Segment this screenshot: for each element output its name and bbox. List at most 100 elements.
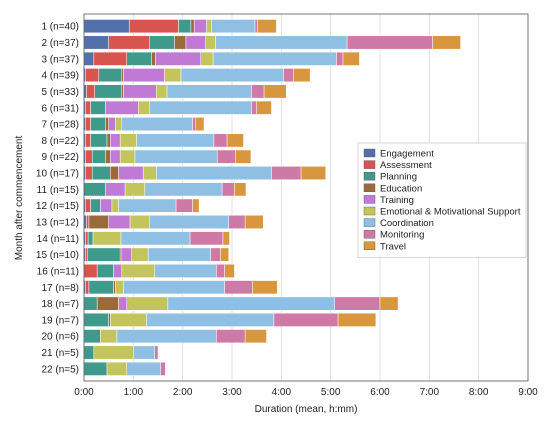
bar-segment [154,263,217,278]
bar-segment [147,247,211,262]
bar-segment [175,198,193,213]
bar-segment [108,35,151,50]
y-tick-label: 3 (n=37) [41,54,79,65]
bar-segment [256,100,272,115]
bar-segment [432,35,461,50]
x-tick-label: 3:00 [222,387,242,398]
bar-segment [216,329,246,344]
bar-segment [116,329,217,344]
y-tick-label: 7 (n=28) [41,120,79,131]
legend-label: Education [380,183,422,194]
bar-segment [123,84,157,99]
bar-segment [133,345,155,360]
bar-segment [90,117,106,132]
bar-segment [185,35,206,50]
bar-segment [156,166,272,180]
bar-segment [213,133,228,148]
bar-segment [346,35,433,50]
plot-frame [83,13,529,382]
y-tick-label: 20 (n=6) [41,332,79,343]
y-tick-label: 11 (n=15) [37,185,79,196]
bar-segment [174,35,187,50]
y-tick-label: 8 (n=22) [41,136,79,147]
x-tick-label: 9:00 [518,387,538,398]
y-tick-label: 22 (n=5) [41,364,79,375]
legend-swatch [363,171,376,181]
bar-segment [193,19,207,34]
legend-label: Monitoring [380,230,424,241]
legend-label: Training [380,195,414,206]
y-tick-label: 1 (n=40) [41,22,79,33]
bar-segment [257,19,277,34]
bar-segment [108,117,116,132]
bar-segment [85,133,91,148]
bar-segment [83,361,108,376]
bar-segment [178,19,192,34]
bar-segment [85,280,90,295]
bar-segment [94,84,123,99]
bar-segment [149,100,252,115]
bar-segment [134,149,218,164]
bar-segment [123,68,165,83]
y-tick-label: 10 (n=17) [36,169,79,180]
bar-segment [86,84,95,99]
y-axis-label: Month after commencement [14,136,25,261]
y-tick-label: 13 (n=12) [36,217,79,228]
y-tick-label: 9 (n=22) [41,152,79,163]
bar-segment [136,133,215,148]
y-tick-label: 19 (n=7) [41,315,79,326]
bar-segment [114,117,123,132]
y-tick-label: 15 (n=10) [36,250,79,261]
bar-segment [283,68,294,83]
bar-segment [85,100,91,115]
bar-segment [128,19,179,34]
bar-segment [293,68,311,83]
bar-segment [110,166,119,180]
bar-segment [220,247,229,262]
legend-swatch [363,241,376,251]
bars [83,19,461,376]
bar-segment [83,296,98,311]
bar-segment [142,166,157,180]
bar-segment [126,296,169,311]
bar-segment [108,215,131,229]
bar-segment [195,117,205,132]
bar-segment [86,215,90,229]
x-tick-label: 4:00 [272,387,292,398]
y-tick-label: 16 (n=11) [37,266,79,277]
bar-segment [85,117,91,132]
bar-segment [149,215,229,229]
x-tick-label: 6:00 [370,387,390,398]
legend: EngagementAssessmentPlanningEducationTra… [357,142,527,258]
bar-segment [85,231,89,246]
bar-segment [206,19,212,34]
bar-segment [90,198,101,213]
bar-segment [113,263,123,278]
bar-segment [83,312,109,327]
bar-segment [106,133,111,148]
y-tick-label: 21 (n=5) [41,348,79,359]
bar-segment [105,182,126,197]
y-tick-label: 12 (n=15) [36,201,79,212]
bar-segment [254,19,258,34]
bar-segment [88,280,114,295]
x-tick-label: 5:00 [321,387,341,398]
x-axis-label: Duration (mean, h:mm) [255,404,358,415]
bar-segment [216,263,225,278]
bar-segment [224,263,235,278]
legend-label: Assessment [380,160,432,171]
bar-segment [83,51,95,66]
legend-swatch [363,206,376,216]
y-tick-labels: 1 (n=40) 2 (n=37) 3 (n=37) 4 (n=39) 5 (n=33)… [36,22,79,376]
bar-segment [234,182,247,197]
bar-segment [300,166,326,180]
legend-label: Planning [380,172,417,183]
bar-segment [263,84,287,99]
bar-segment [119,149,136,164]
bar-segment [252,280,278,295]
bar-segment [114,280,124,295]
legend-box [357,142,527,258]
bar-segment [138,100,151,115]
y-tick-label: 14 (n=11) [37,234,79,245]
bar-segment [105,149,111,164]
